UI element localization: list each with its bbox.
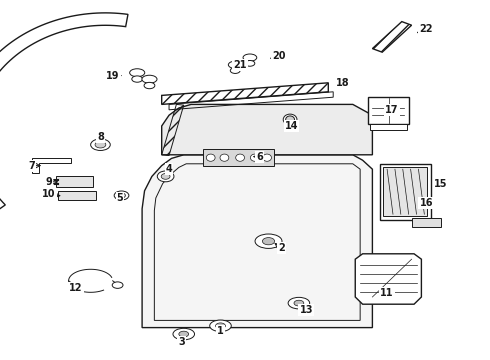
Ellipse shape bbox=[130, 69, 145, 77]
Text: 17: 17 bbox=[385, 105, 399, 115]
Ellipse shape bbox=[173, 328, 195, 340]
Text: 13: 13 bbox=[299, 305, 313, 315]
Text: 3: 3 bbox=[178, 337, 185, 347]
Polygon shape bbox=[412, 218, 441, 227]
Ellipse shape bbox=[294, 300, 304, 306]
Ellipse shape bbox=[95, 141, 106, 148]
Ellipse shape bbox=[161, 174, 170, 179]
Polygon shape bbox=[142, 155, 372, 328]
Polygon shape bbox=[203, 149, 274, 166]
Text: 16: 16 bbox=[419, 198, 433, 208]
Text: 2: 2 bbox=[278, 243, 285, 253]
Text: 22: 22 bbox=[419, 24, 433, 34]
Ellipse shape bbox=[283, 114, 297, 125]
Text: 18: 18 bbox=[336, 78, 350, 88]
Polygon shape bbox=[162, 104, 372, 155]
Polygon shape bbox=[32, 158, 71, 173]
Text: 15: 15 bbox=[434, 179, 448, 189]
Ellipse shape bbox=[206, 154, 215, 161]
Ellipse shape bbox=[157, 171, 174, 182]
Text: 12: 12 bbox=[69, 283, 83, 293]
Text: 6: 6 bbox=[256, 152, 263, 162]
Ellipse shape bbox=[230, 68, 240, 73]
Ellipse shape bbox=[118, 193, 125, 198]
Polygon shape bbox=[0, 13, 128, 213]
Ellipse shape bbox=[112, 282, 123, 288]
Text: 5: 5 bbox=[117, 193, 123, 203]
Text: 11: 11 bbox=[380, 288, 394, 298]
Polygon shape bbox=[383, 167, 427, 216]
Text: 20: 20 bbox=[272, 51, 286, 61]
Ellipse shape bbox=[250, 154, 259, 161]
Ellipse shape bbox=[144, 82, 155, 89]
Ellipse shape bbox=[142, 75, 157, 83]
Ellipse shape bbox=[245, 60, 255, 66]
Ellipse shape bbox=[91, 139, 110, 150]
Ellipse shape bbox=[228, 61, 242, 68]
Ellipse shape bbox=[288, 297, 310, 309]
Text: 19: 19 bbox=[106, 71, 120, 81]
Polygon shape bbox=[355, 254, 421, 304]
Ellipse shape bbox=[236, 154, 245, 161]
Ellipse shape bbox=[286, 116, 294, 123]
Text: 7: 7 bbox=[28, 161, 35, 171]
Ellipse shape bbox=[210, 320, 231, 332]
Text: 21: 21 bbox=[233, 60, 247, 70]
Polygon shape bbox=[370, 124, 407, 130]
Ellipse shape bbox=[263, 238, 274, 245]
Ellipse shape bbox=[216, 323, 225, 329]
Ellipse shape bbox=[220, 154, 229, 161]
Text: 10: 10 bbox=[42, 189, 56, 199]
Ellipse shape bbox=[179, 331, 189, 337]
Ellipse shape bbox=[255, 234, 282, 248]
Polygon shape bbox=[56, 176, 93, 187]
Text: 14: 14 bbox=[285, 121, 298, 131]
Text: 1: 1 bbox=[217, 326, 224, 336]
Polygon shape bbox=[368, 97, 409, 124]
Text: 8: 8 bbox=[97, 132, 104, 142]
Polygon shape bbox=[380, 164, 431, 220]
Ellipse shape bbox=[243, 54, 257, 61]
Ellipse shape bbox=[114, 191, 129, 200]
Text: 9: 9 bbox=[46, 177, 52, 187]
Polygon shape bbox=[58, 191, 96, 200]
Ellipse shape bbox=[263, 154, 271, 161]
Text: 4: 4 bbox=[166, 164, 172, 174]
Ellipse shape bbox=[132, 76, 143, 82]
